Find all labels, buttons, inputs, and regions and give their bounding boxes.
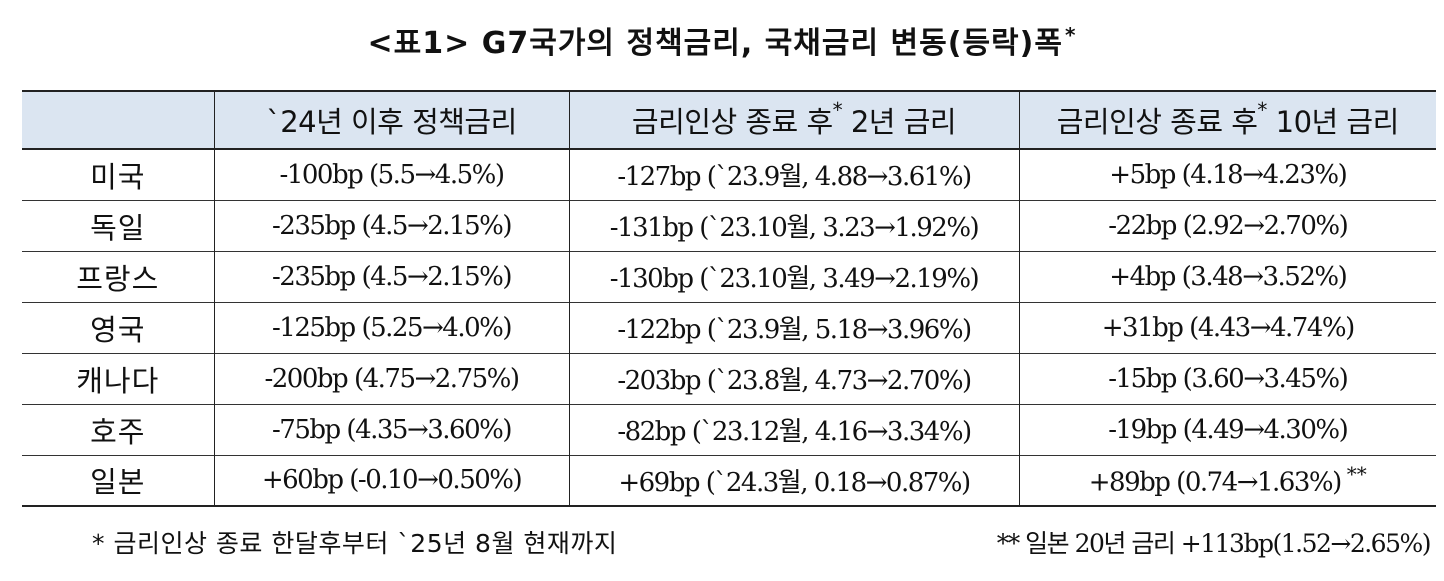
header-policy-rate-label: `24년 이후 정책금리 bbox=[266, 105, 517, 139]
table-row: 영국 -125bp (5.25→4.0%) -122bp (`23.9월, 5.… bbox=[22, 302, 1436, 353]
policy-rate-cell: -75bp (4.35→3.60%) bbox=[213, 404, 569, 455]
ten-year-rate-cell: +31bp (4.43→4.74%) bbox=[1018, 302, 1436, 353]
table-row: 독일 -235bp (4.5→2.15%) -131bp (`23.10월, 3… bbox=[22, 200, 1436, 251]
country-cell: 호주 bbox=[90, 414, 146, 449]
ten-year-rate-value: -19bp (4.49→4.30%) bbox=[1108, 414, 1348, 445]
ten-year-rate-cell: -15bp (3.60→3.45%) bbox=[1018, 353, 1436, 404]
ten-year-rate-value: +31bp (4.43→4.74%) bbox=[1101, 312, 1355, 343]
footnote-left: * 금리인상 종료 한달후부터 `25년 8월 현재까지 bbox=[92, 529, 618, 558]
policy-rate-cell: -235bp (4.5→2.15%) bbox=[213, 251, 569, 302]
two-year-rate-cell: +69bp (`24.3월, 0.18→0.87%) bbox=[568, 455, 1019, 506]
policy-rate-cell: -200bp (4.75→2.75%) bbox=[213, 353, 569, 404]
country-cell: 캐나다 bbox=[76, 363, 160, 398]
table-title: <표1> G7국가의 정책금리, 국채금리 변동(등락)폭 * bbox=[0, 18, 1444, 62]
two-year-rate-cell: -127bp (`23.9월, 4.88→3.61%) bbox=[568, 149, 1019, 200]
table-row: 프랑스 -235bp (4.5→2.15%) -130bp (`23.10월, … bbox=[22, 251, 1436, 302]
title-asterisk: * bbox=[1064, 23, 1077, 47]
table-row: 호주 -75bp (4.35→3.60%) -82bp (`23.12월, 4.… bbox=[22, 404, 1436, 455]
policy-rate-cell: -235bp (4.5→2.15%) bbox=[213, 200, 569, 251]
header-ten-year-asterisk: * bbox=[1257, 98, 1267, 123]
ten-year-rate-value: +5bp (4.18→4.23%) bbox=[1109, 159, 1347, 190]
japan-footnote-marker: ** bbox=[1346, 462, 1367, 487]
table-row: 미국 -100bp (5.5→4.5%) -127bp (`23.9월, 4.8… bbox=[22, 149, 1436, 200]
header-two-year-label: 금리인상 종료 후 bbox=[631, 105, 833, 139]
header-policy-rate: `24년 이후 정책금리 bbox=[213, 91, 569, 149]
ten-year-rate-value: -22bp (2.92→2.70%) bbox=[1108, 210, 1348, 241]
header-ten-year-rate: 금리인상 종료 후* 10년 금리 bbox=[1018, 91, 1436, 149]
header-row: `24년 이후 정책금리 금리인상 종료 후* 2년 금리 금리인상 종료 후*… bbox=[22, 91, 1436, 149]
ten-year-rate-value: +89bp (0.74→1.63%) bbox=[1088, 468, 1342, 499]
table-row: 캐나다 -200bp (4.75→2.75%) -203bp (`23.8월, … bbox=[22, 353, 1436, 404]
policy-rate-cell: +60bp (-0.10→0.50%) bbox=[213, 455, 569, 506]
ten-year-rate-cell: +5bp (4.18→4.23%) bbox=[1018, 149, 1436, 200]
table-row: 일본 +60bp (-0.10→0.50%) +69bp (`24.3월, 0.… bbox=[22, 455, 1436, 506]
country-cell: 프랑스 bbox=[76, 261, 160, 296]
header-two-year-suffix: 2년 금리 bbox=[842, 105, 957, 139]
rates-table: `24년 이후 정책금리 금리인상 종료 후* 2년 금리 금리인상 종료 후*… bbox=[22, 90, 1436, 507]
two-year-rate-cell: -131bp (`23.10월, 3.23→1.92%) bbox=[568, 200, 1019, 251]
policy-rate-cell: -125bp (5.25→4.0%) bbox=[213, 302, 569, 353]
two-year-rate-cell: -122bp (`23.9월, 5.18→3.96%) bbox=[568, 302, 1019, 353]
two-year-rate-cell: -82bp (`23.12월, 4.16→3.34%) bbox=[568, 404, 1019, 455]
table-header: `24년 이후 정책금리 금리인상 종료 후* 2년 금리 금리인상 종료 후*… bbox=[22, 91, 1436, 149]
header-two-year-rate: 금리인상 종료 후* 2년 금리 bbox=[568, 91, 1019, 149]
country-cell: 독일 bbox=[90, 210, 146, 245]
two-year-rate-cell: -203bp (`23.8월, 4.73→2.70%) bbox=[568, 353, 1019, 404]
ten-year-rate-value: -15bp (3.60→3.45%) bbox=[1108, 363, 1348, 394]
header-ten-year-label: 금리인상 종료 후 bbox=[1056, 105, 1258, 139]
table-title-text: <표1> G7국가의 정책금리, 국채금리 변동(등락)폭 bbox=[367, 26, 1063, 61]
header-two-year-asterisk: * bbox=[832, 98, 843, 123]
header-country bbox=[22, 91, 214, 149]
ten-year-rate-value: +4bp (3.48→3.52%) bbox=[1109, 261, 1347, 292]
ten-year-rate-cell: +89bp (0.74→1.63%) ** bbox=[1018, 455, 1436, 506]
header-ten-year-suffix: 10년 금리 bbox=[1266, 105, 1400, 139]
country-cell: 미국 bbox=[90, 159, 146, 194]
country-cell: 일본 bbox=[90, 465, 146, 500]
ten-year-rate-cell: -19bp (4.49→4.30%) bbox=[1018, 404, 1436, 455]
two-year-rate-cell: -130bp (`23.10월, 3.49→2.19%) bbox=[568, 251, 1019, 302]
country-cell: 영국 bbox=[90, 312, 146, 347]
table-body: 미국 -100bp (5.5→4.5%) -127bp (`23.9월, 4.8… bbox=[22, 149, 1436, 506]
footnote-right: ** 일본 20년 금리 +113bp(1.52→2.65%) bbox=[996, 529, 1432, 558]
ten-year-rate-cell: +4bp (3.48→3.52%) bbox=[1018, 251, 1436, 302]
policy-rate-cell: -100bp (5.5→4.5%) bbox=[213, 149, 569, 200]
ten-year-rate-cell: -22bp (2.92→2.70%) bbox=[1018, 200, 1436, 251]
